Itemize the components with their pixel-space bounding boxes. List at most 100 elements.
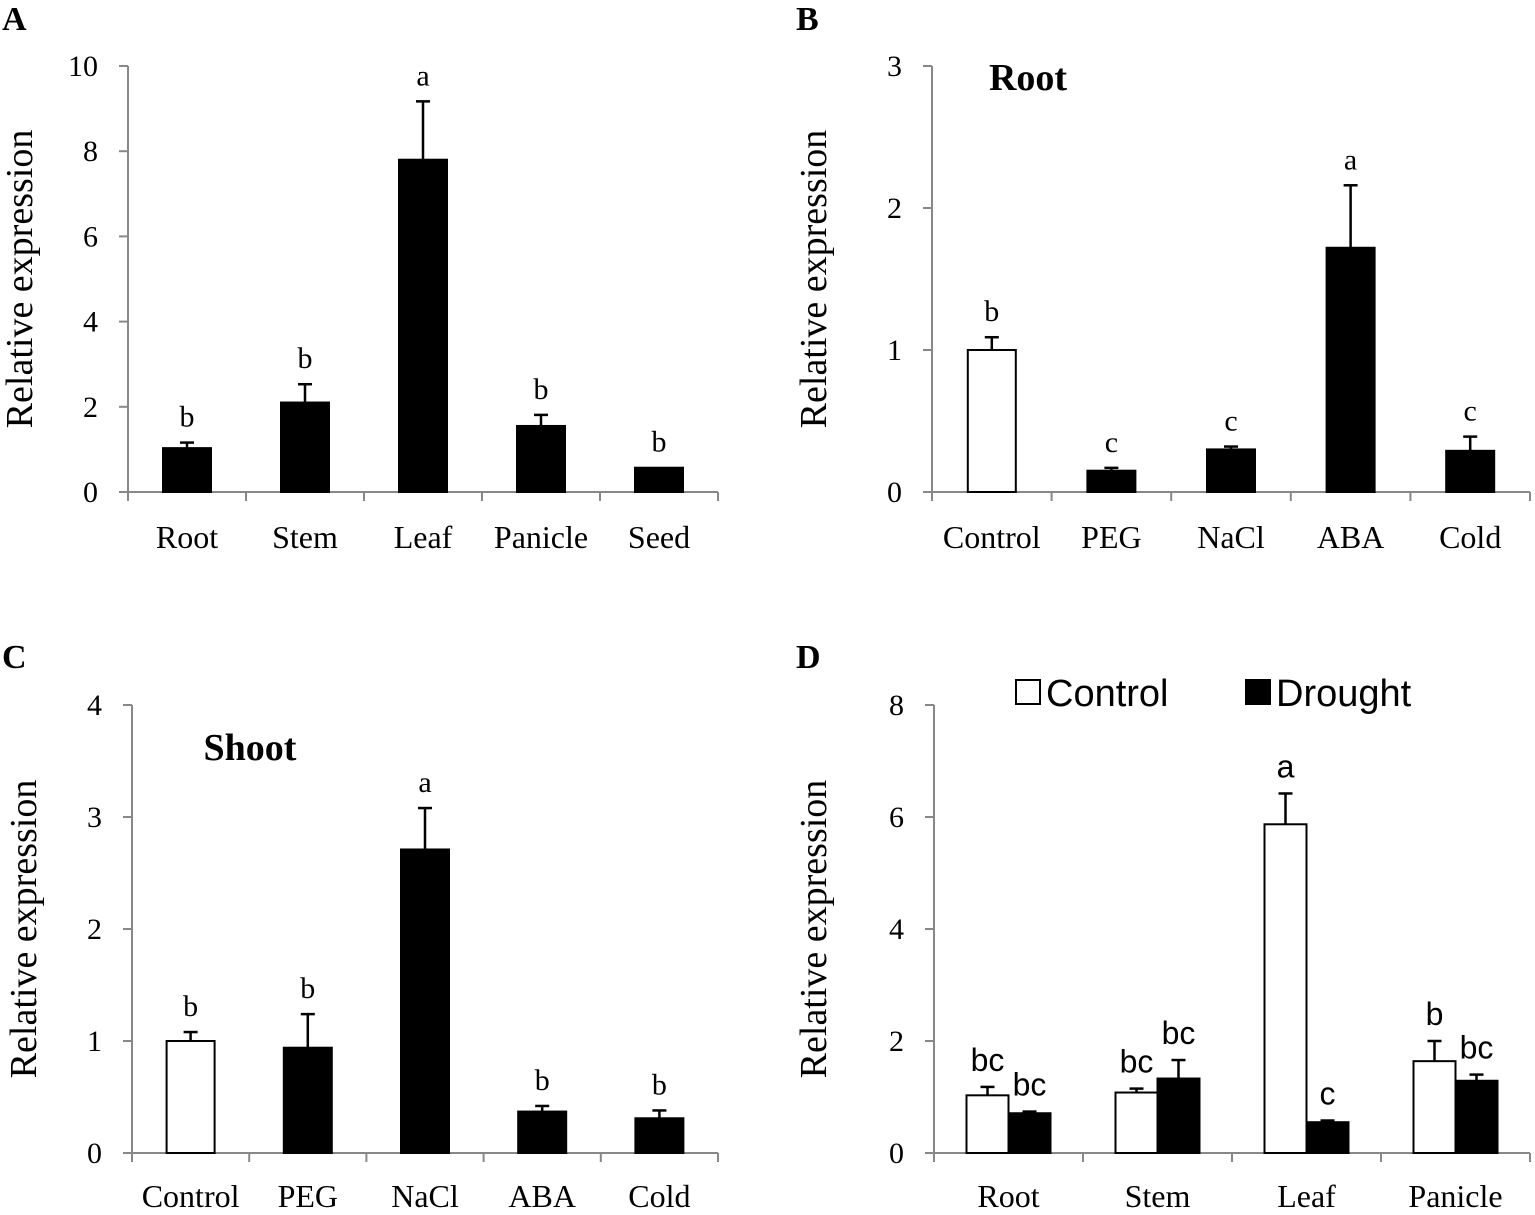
bar (282, 1046, 333, 1154)
y-axis-label: Relative expression (3, 780, 45, 1079)
x-category-label: Panicle (494, 519, 588, 555)
panel-letter: A (2, 1, 27, 38)
x-category-label: Root (156, 519, 218, 555)
significance-label: a (416, 59, 429, 92)
x-category-label: Leaf (394, 519, 453, 555)
panel-letter: B (796, 1, 819, 38)
y-tick-label: 0 (887, 476, 902, 509)
bar (1086, 469, 1137, 494)
bar (1305, 1121, 1350, 1154)
bar (1156, 1077, 1201, 1155)
chart-title: Shoot (204, 727, 297, 769)
significance-label: b (1426, 996, 1444, 1032)
significance-label: b (652, 1068, 667, 1101)
chart-title: Root (989, 57, 1067, 99)
significance-label: b (652, 426, 667, 459)
x-category-label: Cold (1439, 519, 1501, 555)
bar (398, 158, 448, 493)
bar (1206, 448, 1256, 493)
legend-swatch (1015, 679, 1041, 705)
panel-letter: D (796, 639, 821, 676)
y-tick-label: 1 (887, 334, 902, 367)
significance-label: bc (971, 1042, 1005, 1078)
bar (634, 1117, 685, 1155)
y-tick-label: 8 (83, 135, 98, 168)
significance-label: b (984, 295, 999, 328)
x-category-label: ABA (508, 1178, 576, 1214)
bar (1325, 246, 1376, 493)
significance-label: b (535, 1064, 550, 1097)
significance-label: bc (1162, 1015, 1196, 1051)
significance-label: c (1105, 426, 1118, 459)
x-category-label: Cold (628, 1178, 690, 1214)
panel-b: B Root Relative expression 0 1 2 3 Control PEG Na… (793, 1, 1531, 555)
significance-label: bc (1120, 1044, 1154, 1080)
y-tick-label: 0 (889, 1137, 904, 1170)
x-category-label: NaCl (391, 1178, 459, 1214)
panel-c: C Shoot Relative expression 0 1 2 3 4 Control PEG… (2, 639, 719, 1214)
legend-label: Control (1046, 673, 1169, 715)
bar (1007, 1112, 1052, 1154)
y-tick-label: 6 (889, 801, 904, 834)
bar (162, 447, 212, 494)
significance-label: bc (1460, 1030, 1494, 1066)
panel-letter: C (2, 639, 27, 676)
y-tick-label: 2 (887, 192, 902, 225)
x-category-label: Control (142, 1178, 240, 1214)
y-tick-label: 3 (87, 801, 102, 834)
significance-label: bc (1013, 1067, 1047, 1103)
bar (1114, 1091, 1159, 1155)
x-category-label: NaCl (1197, 519, 1265, 555)
panel-d: D Relative expression 0 2 4 6 8 Root Stem Leaf Pan… (793, 639, 1531, 1214)
y-tick-label: 2 (889, 1025, 904, 1058)
x-category-label: Control (943, 519, 1041, 555)
significance-label: c (1464, 395, 1477, 428)
bar (965, 1094, 1010, 1154)
y-tick-label: 0 (83, 476, 98, 509)
y-axis-label: Relative expression (793, 780, 835, 1079)
y-axis-label: Relative expression (793, 130, 835, 429)
y-tick-label: 4 (83, 306, 98, 339)
bar (1454, 1079, 1499, 1155)
y-tick-label: 1 (87, 1025, 102, 1058)
significance-label: a (418, 766, 431, 799)
y-tick-label: 4 (889, 913, 904, 946)
legend-label: Drought (1276, 673, 1412, 715)
y-tick-label: 0 (87, 1137, 102, 1170)
y-tick-label: 6 (83, 220, 98, 253)
significance-label: b (534, 373, 549, 406)
significance-label: b (180, 401, 195, 434)
panel-a: A Relative expression 0 2 4 6 8 10 Root Stem Leaf P… (0, 1, 719, 555)
bar (1263, 823, 1308, 1155)
x-category-label: Seed (628, 519, 690, 555)
bar (280, 401, 330, 494)
bar (966, 349, 1017, 493)
bar (1412, 1060, 1457, 1155)
y-tick-label: 2 (87, 913, 102, 946)
bar (517, 1110, 568, 1155)
significance-label: a (1277, 748, 1295, 784)
bar (165, 1040, 216, 1154)
y-tick-label: 8 (889, 689, 904, 722)
bar (400, 848, 450, 1154)
x-category-label: PEG (278, 1178, 338, 1214)
x-category-label: PEG (1081, 519, 1141, 555)
significance-label: b (298, 342, 313, 375)
significance-label: a (1344, 143, 1357, 176)
bar (516, 424, 566, 493)
bar (1445, 449, 1496, 494)
y-tick-label: 10 (68, 50, 98, 83)
x-category-label: Leaf (1277, 1178, 1336, 1214)
x-category-label: Root (977, 1178, 1039, 1214)
significance-label: b (183, 990, 198, 1023)
legend-swatch (1245, 679, 1271, 705)
x-category-label: ABA (1317, 519, 1385, 555)
y-axis-label: Relative expression (0, 130, 41, 429)
significance-label: c (1320, 1076, 1336, 1112)
x-category-label: Stem (1125, 1178, 1191, 1214)
y-tick-label: 4 (87, 689, 102, 722)
significance-label: b (300, 972, 315, 1005)
y-tick-label: 2 (83, 391, 98, 424)
y-tick-label: 3 (887, 50, 902, 83)
